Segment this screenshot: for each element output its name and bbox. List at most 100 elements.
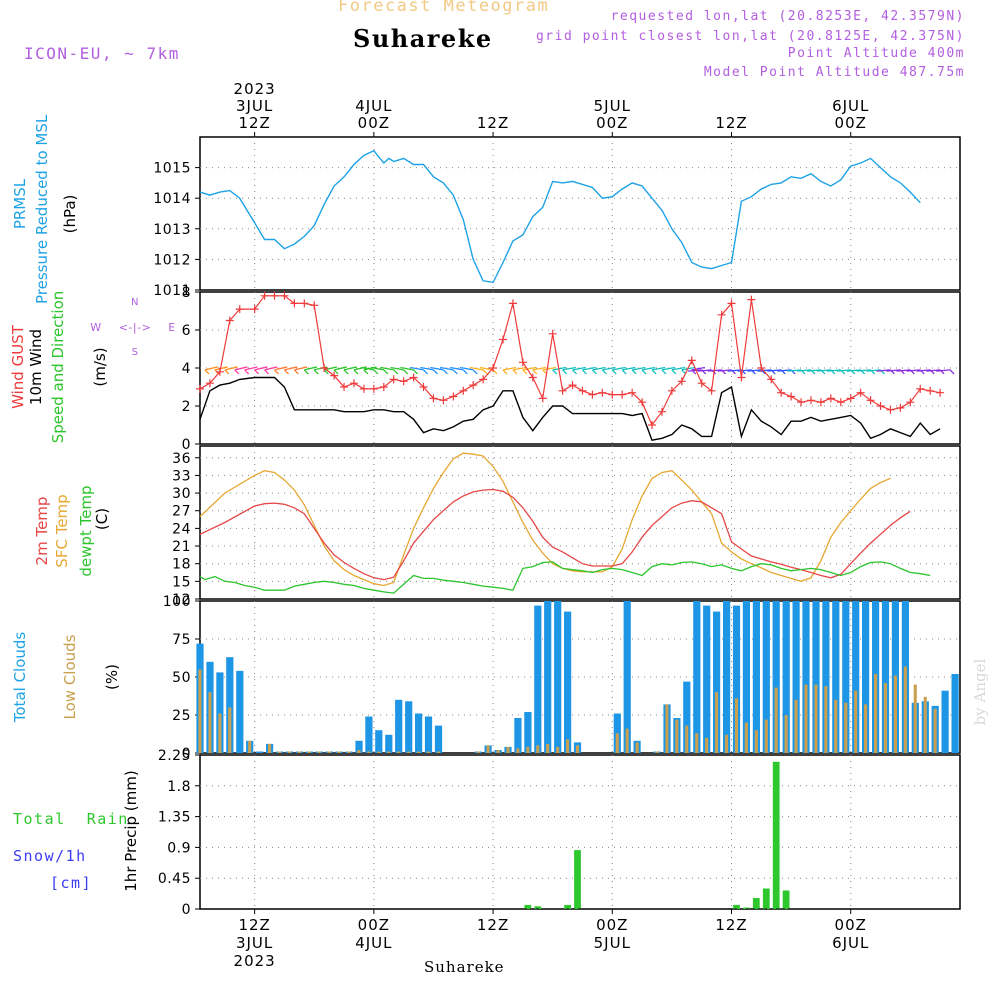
low-cloud-bar bbox=[615, 733, 619, 753]
wind-direction-arrowhead bbox=[423, 369, 428, 375]
wind-gust-marker bbox=[528, 373, 537, 382]
wind-gust-marker bbox=[479, 375, 488, 384]
top-time-label: 00Z bbox=[835, 114, 867, 132]
dewpoint-line bbox=[199, 561, 931, 594]
wind-gust-marker bbox=[777, 388, 786, 397]
wind-gust-marker bbox=[260, 291, 269, 300]
wind-direction-arrow bbox=[234, 366, 248, 371]
top-time-label: 12Z bbox=[477, 114, 509, 132]
wind-gust-marker bbox=[787, 392, 796, 401]
total-cloud-bar bbox=[832, 601, 840, 753]
wind-direction-arrow bbox=[370, 366, 384, 371]
wind-direction-arrow bbox=[651, 366, 666, 371]
wind-gust-marker bbox=[320, 364, 329, 372]
low-cloud-bar bbox=[804, 684, 808, 753]
wind-direction-arrowhead bbox=[661, 369, 667, 375]
wind-direction-arrowhead bbox=[522, 369, 528, 375]
ytick-label-clouds: 25 bbox=[172, 708, 191, 724]
wind-direction-arrow bbox=[836, 369, 851, 372]
wind-gust-marker bbox=[349, 379, 358, 388]
wind-direction-arrowhead bbox=[393, 369, 399, 375]
top-time-label: 00Z bbox=[596, 114, 628, 132]
wind-gust-marker bbox=[797, 398, 806, 407]
low-cloud-bar bbox=[526, 746, 530, 753]
wind-direction-arrow bbox=[469, 366, 484, 371]
total-cloud-bar bbox=[623, 601, 631, 753]
wind-direction-arrowhead bbox=[413, 369, 419, 375]
wind-gust-marker bbox=[225, 316, 234, 325]
low-cloud-bar bbox=[575, 745, 579, 753]
total-cloud-bar bbox=[772, 601, 780, 753]
wind-direction-arrow bbox=[512, 366, 527, 371]
total-cloud-bar bbox=[395, 699, 403, 753]
low-cloud-bar bbox=[317, 751, 321, 753]
bottom-time-label: 00Z bbox=[358, 916, 390, 934]
total-cloud-bar bbox=[256, 751, 264, 753]
total-cloud-bar bbox=[852, 601, 860, 753]
ytick-label-precip: 1.35 bbox=[158, 810, 191, 826]
low-cloud-bar bbox=[476, 751, 480, 753]
wind-direction-arrowhead bbox=[264, 369, 270, 375]
wind-direction-arrow bbox=[380, 366, 394, 371]
wind-direction-arrow bbox=[916, 369, 931, 372]
total-cloud-bar bbox=[802, 601, 810, 753]
wind-gust-marker bbox=[936, 388, 945, 397]
ytick-label-wind: 2 bbox=[182, 399, 191, 415]
wind-direction-arrowhead bbox=[403, 369, 409, 375]
wind-direction-arrowhead bbox=[283, 369, 289, 375]
total-cloud-bar bbox=[514, 718, 522, 753]
precip-bar bbox=[772, 761, 780, 909]
low-cloud-bar bbox=[655, 751, 659, 753]
wind-direction-arrow bbox=[697, 369, 712, 372]
ytick-label-wind: 0 bbox=[182, 437, 191, 453]
low-cloud-bar bbox=[794, 699, 798, 753]
low-cloud-bar bbox=[327, 751, 331, 753]
total-cloud-bar bbox=[415, 713, 423, 753]
total-cloud-bar bbox=[355, 740, 363, 753]
wind-gust-marker bbox=[638, 398, 647, 407]
wind-direction-arrowhead bbox=[462, 369, 468, 375]
low-cloud-bar bbox=[377, 751, 381, 753]
wind-direction-arrow bbox=[876, 369, 891, 372]
ytick-label-temperature: 21 bbox=[172, 539, 191, 555]
wind-direction-arrowhead bbox=[532, 369, 538, 375]
wind-gust-marker bbox=[806, 396, 815, 405]
wind-direction-arrow bbox=[936, 369, 951, 372]
total-cloud-bar bbox=[732, 605, 741, 753]
wind-direction-arrow bbox=[787, 369, 802, 372]
low-cloud-bar bbox=[277, 751, 281, 753]
low-cloud-bar bbox=[695, 733, 699, 753]
total-cloud-bar bbox=[385, 734, 393, 753]
ytick-label-pressure: 1012 bbox=[153, 252, 191, 268]
wind-gust-marker bbox=[886, 405, 895, 414]
model-name: ICON-EU, ~ 7km bbox=[24, 44, 180, 63]
low-cloud-bar bbox=[287, 751, 291, 753]
wind-direction-arrowhead bbox=[492, 369, 498, 375]
wind-gust-marker bbox=[687, 356, 696, 365]
wind-gust-marker bbox=[419, 383, 428, 391]
wind-direction-arrowhead bbox=[452, 369, 458, 375]
wind-direction-arrowhead bbox=[333, 369, 339, 375]
bottom-time-label: 00Z bbox=[835, 916, 867, 934]
low-cloud-bar bbox=[367, 751, 371, 753]
wind-direction-arrowhead bbox=[274, 369, 279, 375]
wind-gust-marker bbox=[866, 396, 875, 405]
wind-gust-marker bbox=[429, 394, 438, 403]
wind-gust-marker bbox=[757, 364, 766, 372]
top-time-label: 12Z bbox=[715, 114, 747, 132]
low-cloud-bar bbox=[297, 751, 301, 753]
wind-gust-marker bbox=[489, 364, 498, 372]
wind-direction-arrowhead bbox=[343, 369, 349, 375]
wind-gust-marker bbox=[508, 299, 517, 308]
requested-coords: requested lon,lat (20.8253E, 42.3579N) bbox=[610, 9, 965, 24]
wind-direction-arrow bbox=[532, 366, 547, 371]
ytick-label-wind: 4 bbox=[182, 361, 191, 377]
wind-gust-marker bbox=[538, 394, 547, 403]
wind-gust-marker bbox=[568, 381, 577, 390]
low-cloud-bar bbox=[566, 739, 570, 753]
wind-gust-marker bbox=[196, 384, 204, 393]
low-cloud-bar bbox=[705, 737, 709, 753]
wind-speed-line bbox=[199, 376, 941, 441]
wind-gust-marker bbox=[359, 384, 368, 393]
wind-direction-arrow bbox=[926, 369, 941, 372]
